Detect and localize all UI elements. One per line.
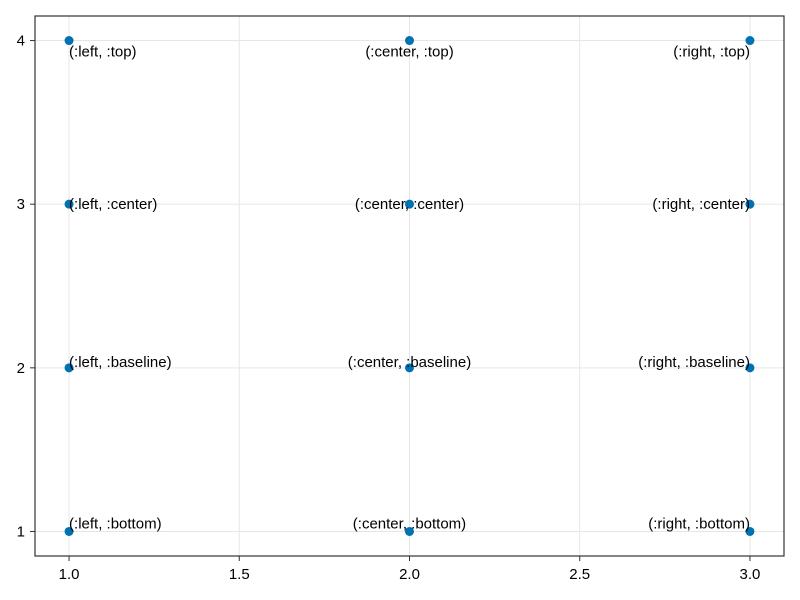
scatter-point: [64, 36, 74, 46]
scatter-points: [64, 36, 755, 536]
scatter-point: [745, 526, 755, 536]
point-annotation: (:left, :baseline): [69, 354, 172, 371]
point-annotation: (:right, :bottom): [648, 515, 750, 532]
point-annotations: (:left, :top) (:center, :top) (:right, :to…: [69, 44, 750, 533]
scatter-point: [405, 526, 414, 536]
scatter-point: [64, 363, 74, 373]
x-tick-label: 2.5: [569, 566, 590, 583]
scatter-point: [64, 526, 74, 536]
x-tick-label: 1.0: [59, 566, 80, 583]
y-tick-label: 1: [17, 523, 25, 540]
point-annotation: (:center, :top): [365, 44, 453, 61]
x-tick-label: 1.5: [229, 566, 250, 583]
y-tick-label: 4: [17, 33, 25, 50]
scatter-point: [405, 36, 414, 46]
point-annotation: (:center, :bottom): [353, 515, 466, 532]
point-annotation: (:right, :top): [673, 44, 750, 61]
point-annotation: (:center, :center): [355, 196, 464, 213]
scatter-point: [64, 199, 74, 209]
point-annotation: (:right, :baseline): [638, 354, 750, 371]
point-annotation: (:right, :center): [652, 196, 750, 213]
point-annotation: (:left, :bottom): [69, 515, 162, 532]
scatter-point: [405, 199, 414, 209]
scatter-point: [745, 199, 755, 209]
x-tick-label: 3.0: [740, 566, 761, 583]
axis-ticks: 1.0 1.5 2.0 2.5 3.0 1 2 3 4: [17, 33, 761, 583]
x-tick-label: 2.0: [399, 566, 420, 583]
point-annotation: (:left, :center): [69, 196, 157, 213]
point-annotation: (:left, :top): [69, 44, 137, 61]
y-tick-label: 3: [17, 196, 25, 213]
scatter-point: [745, 36, 755, 46]
grid: [35, 16, 784, 556]
point-annotation: (:center, :baseline): [348, 354, 471, 371]
scatter-point: [745, 363, 755, 373]
y-tick-label: 2: [17, 360, 25, 377]
scatter-point: [405, 363, 414, 373]
